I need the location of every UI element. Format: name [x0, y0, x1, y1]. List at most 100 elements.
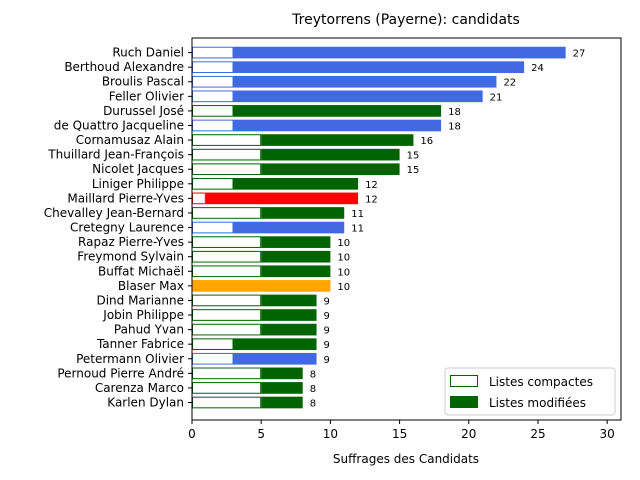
candidate-row: 9 [192, 338, 330, 351]
chart-title: Treytorrens (Payerne): candidats [291, 12, 520, 28]
compact-lists-bar [192, 367, 262, 380]
value-label: 18 [448, 121, 461, 132]
y-tick-label: Liniger Philippe [92, 177, 184, 191]
modified-lists-bar [233, 221, 345, 234]
compact-lists-bar [192, 148, 262, 161]
y-tick-label: Pernoud Pierre André [57, 366, 184, 380]
compact-lists-bar [192, 309, 262, 321]
y-tick-label: Broulis Pascal [102, 75, 184, 89]
candidate-row: 9 [192, 294, 330, 307]
candidate-row: 12 [192, 177, 378, 191]
y-tick-label: Petermann Olivier [76, 352, 184, 366]
modified-lists-bar [192, 280, 331, 292]
value-label: 8 [310, 369, 316, 380]
candidate-row: 22 [192, 75, 516, 89]
modified-lists-bar [261, 367, 303, 380]
compact-lists-bar [192, 61, 234, 73]
compact-lists-bar [192, 46, 234, 59]
value-label: 10 [337, 267, 350, 278]
value-label: 11 [351, 209, 364, 220]
compact-lists-bar [192, 396, 262, 409]
value-label: 9 [324, 355, 330, 366]
modified-lists-bar [233, 119, 442, 132]
modified-lists-bar [233, 46, 566, 59]
legend-swatch-compact [450, 375, 478, 387]
compact-lists-bar [192, 338, 234, 351]
modified-lists-bar [233, 75, 497, 88]
compact-lists-bar [192, 250, 262, 263]
compact-lists-bar [192, 352, 234, 365]
x-tick-label: 0 [188, 427, 196, 441]
x-tick-label: 25 [530, 427, 545, 441]
value-label: 15 [407, 151, 420, 162]
candidate-row: 9 [192, 323, 330, 337]
modified-lists-bar [261, 265, 331, 278]
value-label: 8 [310, 384, 316, 395]
modified-lists-bar [233, 352, 317, 365]
x-tick-label: 15 [392, 427, 407, 441]
y-tick-label: Tanner Fabrice [96, 337, 184, 351]
modified-lists-bar [205, 192, 359, 205]
x-axis-label: Suffrages des Candidats [333, 452, 479, 466]
compact-lists-bar [192, 119, 234, 132]
modified-lists-bar [261, 294, 317, 307]
y-tick-label: Ruch Daniel [112, 46, 184, 60]
compact-lists-bar [192, 163, 262, 176]
y-tick-label: de Quattro Jacqueline [54, 118, 184, 132]
modified-lists-bar [261, 207, 345, 219]
y-tick-label: Pahud Yvan [114, 323, 184, 337]
value-label: 24 [531, 63, 544, 74]
candidate-row: 16 [192, 134, 433, 147]
candidate-row: 8 [192, 367, 316, 380]
modified-lists-bar [261, 396, 303, 409]
y-tick-label: Rapaz Pierre-Yves [78, 235, 184, 249]
modified-lists-bar [261, 382, 303, 394]
candidate-row: 18 [192, 105, 461, 118]
compact-lists-bar [192, 294, 262, 307]
y-tick-label: Buffat Michaël [98, 264, 184, 278]
compact-lists-bar [192, 323, 262, 336]
candidate-row: 18 [192, 119, 461, 132]
y-tick-label: Chevalley Jean-Bernard [44, 206, 184, 220]
modified-lists-bar [261, 163, 400, 176]
value-label: 27 [573, 49, 586, 60]
value-label: 9 [324, 326, 330, 337]
compact-lists-bar [192, 105, 234, 117]
y-tick-label: Carenza Marco [95, 381, 184, 395]
value-label: 10 [337, 282, 350, 293]
y-tick-label: Dind Marianne [96, 293, 184, 307]
candidate-row: 9 [192, 309, 330, 322]
candidate-row: 10 [192, 250, 350, 264]
candidate-row: 10 [192, 236, 350, 249]
compact-lists-bar [192, 75, 234, 88]
value-label: 16 [420, 136, 433, 147]
modified-lists-bar [233, 105, 442, 117]
modified-lists-bar [261, 309, 317, 321]
candidate-row: 27 [192, 46, 586, 60]
value-label: 10 [337, 253, 350, 264]
candidate-row: 8 [192, 382, 316, 395]
candidate-row: 10 [192, 265, 350, 278]
x-tick-label: 5 [257, 427, 265, 441]
modified-lists-bar [261, 323, 317, 336]
candidate-row: 12 [192, 192, 378, 205]
plot-frame [191, 37, 622, 421]
value-label: 10 [337, 238, 350, 249]
y-tick-label: Cornamusaz Alain [76, 133, 184, 147]
candidate-row: 8 [192, 396, 316, 410]
compact-lists-bar [192, 265, 262, 278]
compact-lists-bar [192, 90, 234, 103]
value-label: 22 [503, 78, 516, 89]
value-label: 18 [448, 107, 461, 118]
value-label: 8 [310, 399, 316, 410]
value-label: 12 [365, 180, 378, 191]
legend-swatch-modified [450, 396, 478, 408]
x-tick-label: 30 [600, 427, 615, 441]
modified-lists-bar [233, 61, 525, 73]
x-tick-label: 10 [323, 427, 338, 441]
candidate-row: 10 [192, 280, 350, 293]
candidate-row: 21 [192, 90, 502, 103]
value-label: 11 [351, 224, 364, 235]
